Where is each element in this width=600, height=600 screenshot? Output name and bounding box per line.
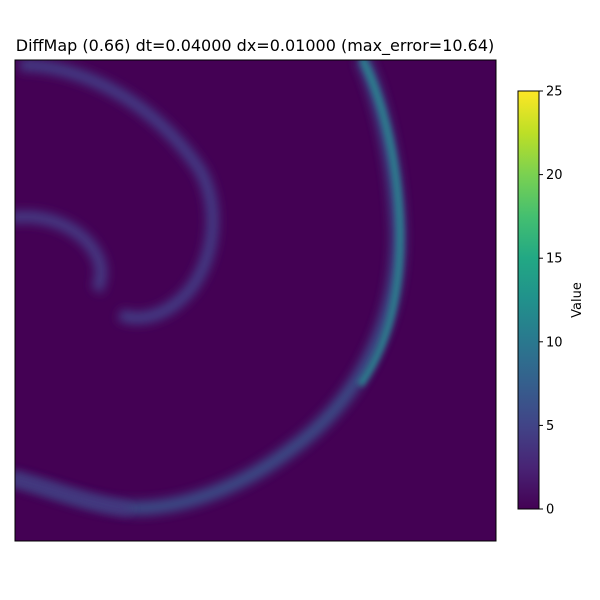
colorbar-tick-label: 25 (546, 85, 563, 100)
colorbar-label: Value (570, 282, 585, 318)
plot-frame (14, 59, 497, 542)
colorbar-gradient (517, 90, 540, 510)
chart-title: DiffMap (0.66) dt=0.04000 dx=0.01000 (ma… (16, 36, 495, 56)
heatmap-feature-bottom-arc (15, 473, 131, 515)
colorbar-tick-label: 5 (546, 419, 554, 434)
colorbar: 0 5 10 15 20 25 Value (517, 85, 585, 518)
colorbar-tick-label: 15 (546, 252, 563, 267)
colorbar-tick-label: 20 (546, 168, 563, 183)
heatmap-feature-right-arc-core (357, 60, 404, 388)
heatmap-feature-upper-left-hook (15, 210, 108, 294)
colorbar-tick-label: 0 (546, 503, 554, 518)
colorbar-tick-label: 10 (546, 335, 563, 350)
colorbar-ticks: 0 5 10 15 20 25 (539, 85, 563, 518)
heatmap-background (15, 60, 496, 541)
heatmap (14, 59, 497, 542)
heatmap-feature-middle-arc (19, 60, 219, 324)
